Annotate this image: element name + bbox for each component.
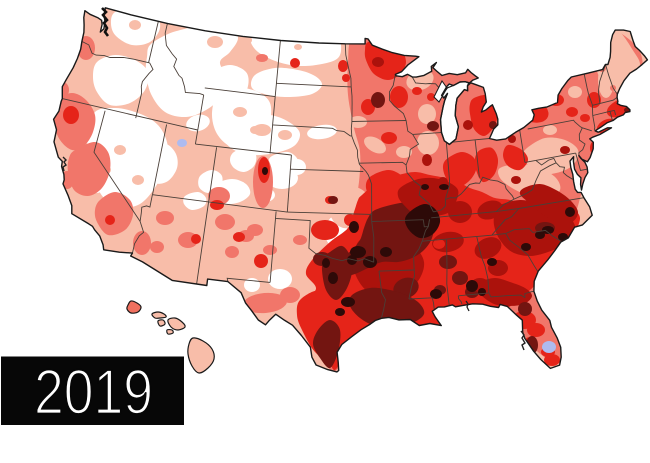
svg-text:2019: 2019 <box>34 357 153 427</box>
